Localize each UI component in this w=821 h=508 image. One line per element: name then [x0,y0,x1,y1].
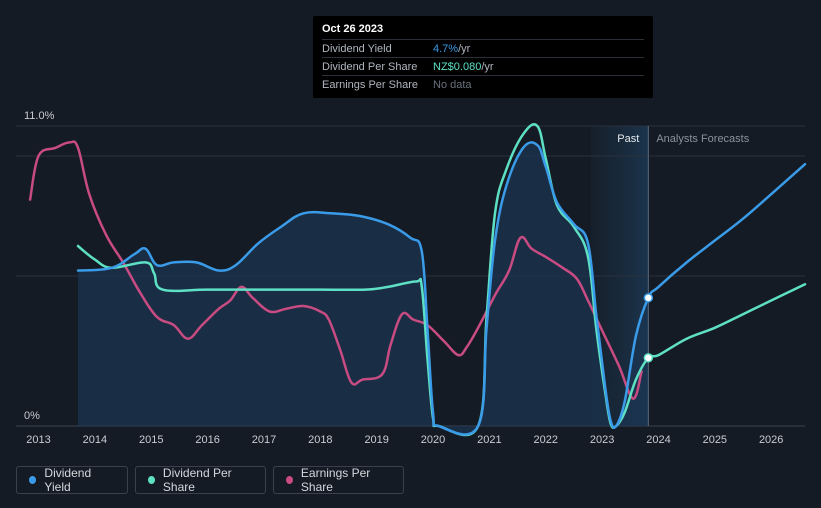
legend-dividend-yield[interactable]: Dividend Yield [16,466,128,494]
x-tick-label: 2014 [83,434,107,446]
x-tick-label: 2023 [590,434,614,446]
x-tick-label: 2021 [477,434,501,446]
legend-dot-icon [29,476,37,484]
dividend-yield-line [76,141,807,436]
x-tick-label: 2017 [252,434,276,446]
tooltip-row-dividend-per-share: Dividend Per Share NZ$0.080 /yr [322,57,644,75]
x-tick-label: 2024 [646,434,670,446]
legend-dot-icon [148,476,155,484]
legend-earnings-per-share[interactable]: Earnings Per Share [273,466,404,494]
tooltip-value: No data [433,78,472,91]
x-tick-label: 2016 [195,434,219,446]
legend-dot-icon [286,476,293,484]
x-tick-label: 2018 [308,434,332,446]
earnings-per-share-line [28,140,643,400]
dividend-per-share-marker [643,353,654,363]
tooltip-unit: /yr [481,60,494,73]
tooltip-label: Dividend Per Share [322,60,418,73]
tooltip-unit: /yr [458,42,471,55]
x-tick-label: 2025 [703,434,727,446]
x-tick-label: 2020 [421,434,445,446]
tooltip-value: 4.7% [433,42,459,55]
tooltip: Oct 26 2023 Dividend Yield 4.7% /yr Divi… [313,16,653,98]
tooltip-date: Oct 26 2023 [322,23,384,35]
tooltip-label: Dividend Yield [322,42,392,55]
y-tick-label: 11.0% [24,110,55,122]
forecast-label: Analysts Forecasts [656,133,749,145]
tooltip-label: Earnings Per Share [322,78,418,91]
legend-label: Dividend Per Share [162,466,232,494]
dividend-per-share-line [76,123,807,437]
dividend-yield-marker [643,293,654,303]
x-tick-label: 2019 [364,434,388,446]
legend-dividend-per-share[interactable]: Dividend Per Share [135,466,266,494]
tooltip-row-dividend-yield: Dividend Yield 4.7% /yr [322,39,644,57]
y-tick-label: 0% [24,410,40,422]
tooltip-value: NZ$0.080 [433,60,482,73]
past-label: Past [617,133,639,145]
tooltip-row-earnings-per-share: Earnings Per Share No data [322,75,644,93]
x-tick-label: 2026 [759,434,783,446]
legend-label: Earnings Per Share [300,466,371,494]
x-tick-label: 2022 [534,434,558,446]
legend-label: Dividend Yield [44,466,92,494]
x-tick-label: 2013 [26,434,50,446]
x-tick-label: 2015 [139,434,163,446]
